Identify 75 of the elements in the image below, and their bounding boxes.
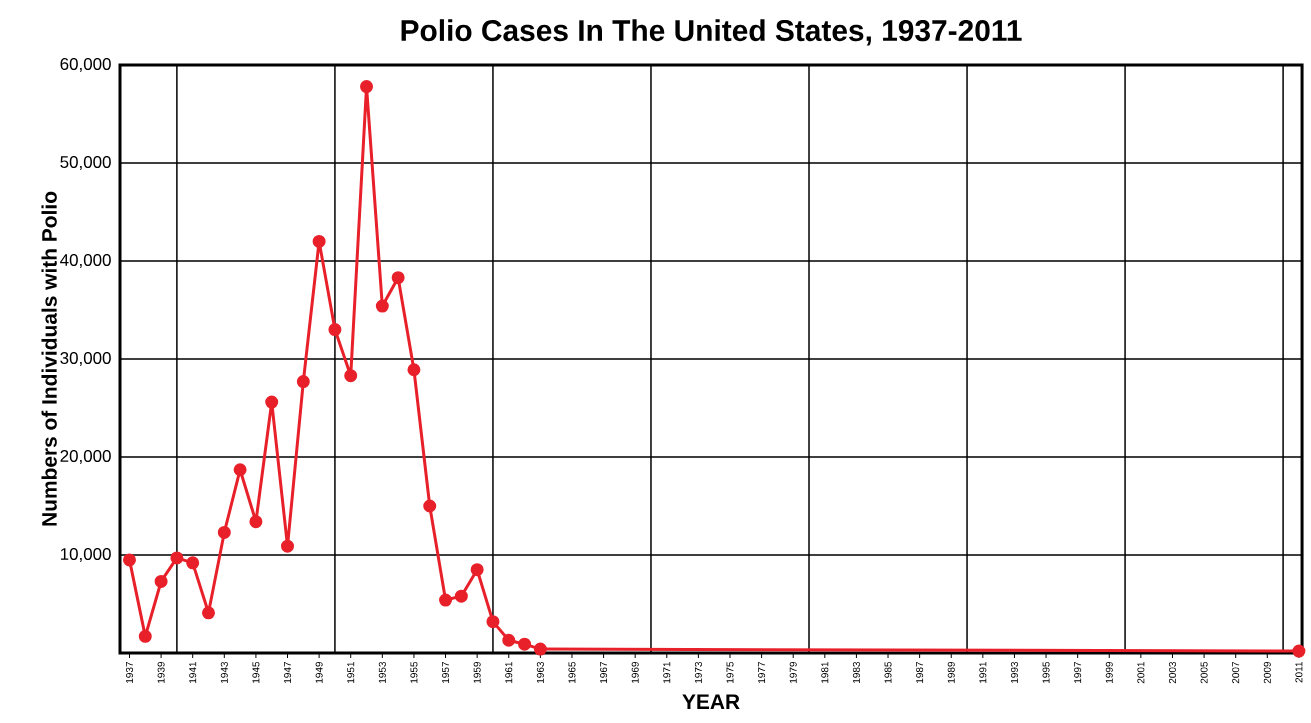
- x-tick-label: 1971: [663, 662, 671, 683]
- x-tick-label: 1965: [568, 661, 576, 683]
- point: [470, 563, 484, 577]
- x-tick-label: 1993: [1010, 661, 1018, 683]
- y-tick-label: 10,000: [60, 548, 111, 562]
- x-tick-label: 1969: [631, 661, 639, 683]
- x-tick-label: 1943: [220, 661, 228, 683]
- point: [328, 323, 342, 337]
- y-tick-label: 60,000: [60, 57, 111, 72]
- x-tick-label: 1991: [979, 662, 987, 683]
- x-tick-label: 1961: [505, 662, 513, 683]
- x-tick-label: 1945: [252, 661, 260, 683]
- point: [170, 551, 184, 565]
- x-tick-label: 1983: [852, 661, 860, 683]
- point: [186, 556, 200, 570]
- y-tick-label: 50,000: [60, 156, 111, 170]
- point: [233, 463, 247, 477]
- x-tick-label: 1939: [157, 661, 165, 683]
- point: [138, 629, 152, 643]
- x-tick-label: 1973: [694, 661, 702, 683]
- x-tick-label: 1975: [726, 661, 734, 683]
- x-tick-label: 2007: [1232, 662, 1240, 684]
- x-tick-label: 1995: [1042, 661, 1050, 683]
- x-tick-label: 1959: [473, 661, 481, 683]
- point: [122, 553, 136, 567]
- x-tick-label: 1957: [442, 662, 450, 683]
- point: [375, 299, 389, 313]
- x-tick-label: 1967: [600, 662, 608, 683]
- point: [296, 375, 310, 389]
- x-tick-label: 2011: [1295, 662, 1303, 683]
- y-tick-label: 20,000: [60, 450, 111, 464]
- point: [360, 80, 374, 94]
- y-tick-label: 40,000: [60, 254, 111, 268]
- x-axis-title: YEAR: [682, 694, 740, 709]
- point: [486, 615, 500, 629]
- x-tick-label: 2005: [1200, 661, 1208, 684]
- x-tick-label: 1941: [189, 662, 197, 683]
- x-tick-label: 1953: [378, 661, 386, 683]
- point: [217, 525, 231, 539]
- point: [407, 363, 421, 377]
- x-tick-label: 1987: [916, 662, 924, 683]
- x-tick-label: 1985: [884, 661, 892, 683]
- chart-title: Polio Cases In The United States, 1937-2011: [401, 19, 1022, 46]
- point: [423, 499, 437, 513]
- x-tick-label: 1981: [821, 662, 829, 683]
- point: [1292, 644, 1306, 658]
- point: [312, 234, 326, 248]
- point: [154, 574, 168, 588]
- x-tick-label: 1989: [947, 661, 955, 683]
- x-tick-label: 1979: [789, 661, 797, 683]
- x-tick-label: 1963: [536, 661, 544, 683]
- x-tick-label: 1955: [410, 661, 418, 683]
- x-tick-label: 2003: [1168, 661, 1176, 684]
- y-axis-title: Numbers of Individuals with Polio: [41, 191, 57, 526]
- point: [202, 606, 215, 620]
- x-tick-label: 1997: [1074, 662, 1082, 683]
- x-tick-label: 1977: [758, 662, 766, 683]
- point: [533, 642, 547, 656]
- x-tick-label: 1949: [315, 661, 323, 683]
- point: [502, 633, 516, 647]
- point: [439, 593, 453, 607]
- point: [249, 515, 263, 529]
- point: [391, 271, 405, 285]
- y-tick-label: 30,000: [60, 352, 111, 366]
- x-tick-label: 2001: [1137, 662, 1145, 684]
- x-tick-label: 2009: [1263, 661, 1271, 684]
- point: [454, 589, 468, 603]
- point: [518, 637, 532, 651]
- point: [281, 539, 295, 553]
- point: [265, 395, 279, 409]
- x-tick-label: 1999: [1105, 661, 1113, 683]
- point: [344, 369, 358, 383]
- x-tick-label: 1951: [347, 662, 355, 683]
- x-tick-label: 1947: [283, 662, 292, 683]
- x-tick-label: 1937: [125, 662, 134, 683]
